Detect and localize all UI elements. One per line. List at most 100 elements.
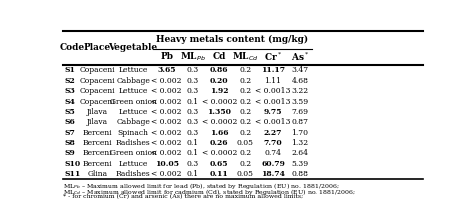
Text: Green onion: Green onion xyxy=(109,98,156,106)
Text: < 0.0002: < 0.0002 xyxy=(201,149,237,158)
Text: As$^*$: As$^*$ xyxy=(291,51,309,63)
Text: 3.47: 3.47 xyxy=(292,66,309,74)
Text: 0.1: 0.1 xyxy=(187,170,199,178)
Text: 0.3: 0.3 xyxy=(187,66,199,74)
Text: Lettuce: Lettuce xyxy=(118,87,148,95)
Text: 0.11: 0.11 xyxy=(210,170,228,178)
Text: Cabbage: Cabbage xyxy=(116,77,150,85)
Text: S2: S2 xyxy=(64,77,75,85)
Text: Lettuce: Lettuce xyxy=(118,160,148,168)
Text: Radishes: Radishes xyxy=(116,170,150,178)
Text: Cabbage: Cabbage xyxy=(116,118,150,126)
Text: < 0.0002: < 0.0002 xyxy=(201,118,237,126)
Text: Green onion: Green onion xyxy=(109,149,156,158)
Text: 0.3: 0.3 xyxy=(187,77,199,85)
Text: 0.3: 0.3 xyxy=(187,108,199,116)
Text: < 0.0002: < 0.0002 xyxy=(201,98,237,106)
Text: 0.2: 0.2 xyxy=(239,160,252,168)
Text: Vegetable: Vegetable xyxy=(109,43,158,52)
Text: 0.1: 0.1 xyxy=(187,139,199,147)
Text: Berceni: Berceni xyxy=(83,149,112,158)
Text: 0.74: 0.74 xyxy=(264,149,282,158)
Text: 18.74: 18.74 xyxy=(261,170,285,178)
Text: 7.69: 7.69 xyxy=(292,108,309,116)
Text: 11.17: 11.17 xyxy=(261,66,285,74)
Text: Lettuce: Lettuce xyxy=(118,108,148,116)
Text: * - for chromium (Cr) and arsenic (As) there are no maximum allowed limits;: * - for chromium (Cr) and arsenic (As) t… xyxy=(63,194,303,199)
Text: < 0.002: < 0.002 xyxy=(152,129,182,137)
Text: < 0.002: < 0.002 xyxy=(152,98,182,106)
Text: 0.1: 0.1 xyxy=(187,98,199,106)
Text: 3.65: 3.65 xyxy=(157,66,176,74)
Text: < 0.002: < 0.002 xyxy=(152,149,182,158)
Text: 4.68: 4.68 xyxy=(292,77,309,85)
Text: < 0.002: < 0.002 xyxy=(152,108,182,116)
Text: S6: S6 xyxy=(64,118,75,126)
Text: 0.2: 0.2 xyxy=(239,149,252,158)
Text: 7.70: 7.70 xyxy=(264,139,283,147)
Text: 3.59: 3.59 xyxy=(292,98,309,106)
Text: Berceni: Berceni xyxy=(83,139,112,147)
Text: Pb: Pb xyxy=(160,52,173,61)
Text: 0.65: 0.65 xyxy=(210,160,228,168)
Text: 0.20: 0.20 xyxy=(210,77,228,85)
Text: 9.75: 9.75 xyxy=(264,108,283,116)
Text: 0.2: 0.2 xyxy=(239,77,252,85)
Text: Jilava: Jilava xyxy=(87,108,108,116)
Text: Copaceni: Copaceni xyxy=(80,87,116,95)
Text: 2.64: 2.64 xyxy=(292,149,309,158)
Text: Copaceni: Copaceni xyxy=(80,66,116,74)
Text: S3: S3 xyxy=(64,87,75,95)
Text: Lettuce: Lettuce xyxy=(118,66,148,74)
Text: Copaceni: Copaceni xyxy=(80,98,116,106)
Text: 0.2: 0.2 xyxy=(239,108,252,116)
Text: Radishes: Radishes xyxy=(116,139,150,147)
Text: 0.2: 0.2 xyxy=(239,129,252,137)
Text: 1.70: 1.70 xyxy=(292,129,309,137)
Text: < 0.002: < 0.002 xyxy=(152,87,182,95)
Text: Cr$^*$: Cr$^*$ xyxy=(264,51,282,63)
Text: 0.87: 0.87 xyxy=(292,118,309,126)
Text: < 0.0013: < 0.0013 xyxy=(255,87,291,95)
Text: 0.3: 0.3 xyxy=(187,87,199,95)
Text: Glina: Glina xyxy=(88,170,108,178)
Text: < 0.002: < 0.002 xyxy=(152,77,182,85)
Text: 60.79: 60.79 xyxy=(261,160,285,168)
Text: S1: S1 xyxy=(64,66,75,74)
Text: S9: S9 xyxy=(64,149,75,158)
Text: 5.39: 5.39 xyxy=(292,160,309,168)
Text: S10: S10 xyxy=(64,160,81,168)
Text: Spinach: Spinach xyxy=(118,129,148,137)
Text: 0.05: 0.05 xyxy=(237,139,254,147)
Text: 0.3: 0.3 xyxy=(187,129,199,137)
Text: ML$_{Cd}$ – Maximum allowed limit for cadmium (Cd), stated by Regulation (EU) no: ML$_{Cd}$ – Maximum allowed limit for ca… xyxy=(63,187,356,198)
Text: S11: S11 xyxy=(64,170,81,178)
Text: Cd: Cd xyxy=(212,52,226,61)
Text: Place: Place xyxy=(84,43,111,52)
Text: Berceni: Berceni xyxy=(83,160,112,168)
Text: < 0.0013: < 0.0013 xyxy=(255,98,291,106)
Text: 1.92: 1.92 xyxy=(210,87,228,95)
Text: 0.3: 0.3 xyxy=(187,160,199,168)
Text: 1.32: 1.32 xyxy=(292,139,309,147)
Text: Heavy metals content (mg/kg): Heavy metals content (mg/kg) xyxy=(156,35,309,44)
Text: S5: S5 xyxy=(64,108,75,116)
Text: 0.88: 0.88 xyxy=(292,170,309,178)
Text: Copaceni: Copaceni xyxy=(80,77,116,85)
Text: < 0.0013: < 0.0013 xyxy=(255,118,291,126)
Text: < 0.002: < 0.002 xyxy=(152,139,182,147)
Text: S7: S7 xyxy=(64,129,75,137)
Text: 0.1: 0.1 xyxy=(187,149,199,158)
Text: 3.22: 3.22 xyxy=(292,87,309,95)
Text: 0.2: 0.2 xyxy=(239,66,252,74)
Text: 0.2: 0.2 xyxy=(239,118,252,126)
Text: 1.66: 1.66 xyxy=(210,129,228,137)
Text: 2.27: 2.27 xyxy=(264,129,283,137)
Text: < 0.002: < 0.002 xyxy=(152,170,182,178)
Text: 0.3: 0.3 xyxy=(187,118,199,126)
Text: Berceni: Berceni xyxy=(83,129,112,137)
Text: S4: S4 xyxy=(64,98,75,106)
Text: Code: Code xyxy=(60,43,85,52)
Text: 1.11: 1.11 xyxy=(264,77,282,85)
Text: ML$_{Pb}$: ML$_{Pb}$ xyxy=(180,51,206,63)
